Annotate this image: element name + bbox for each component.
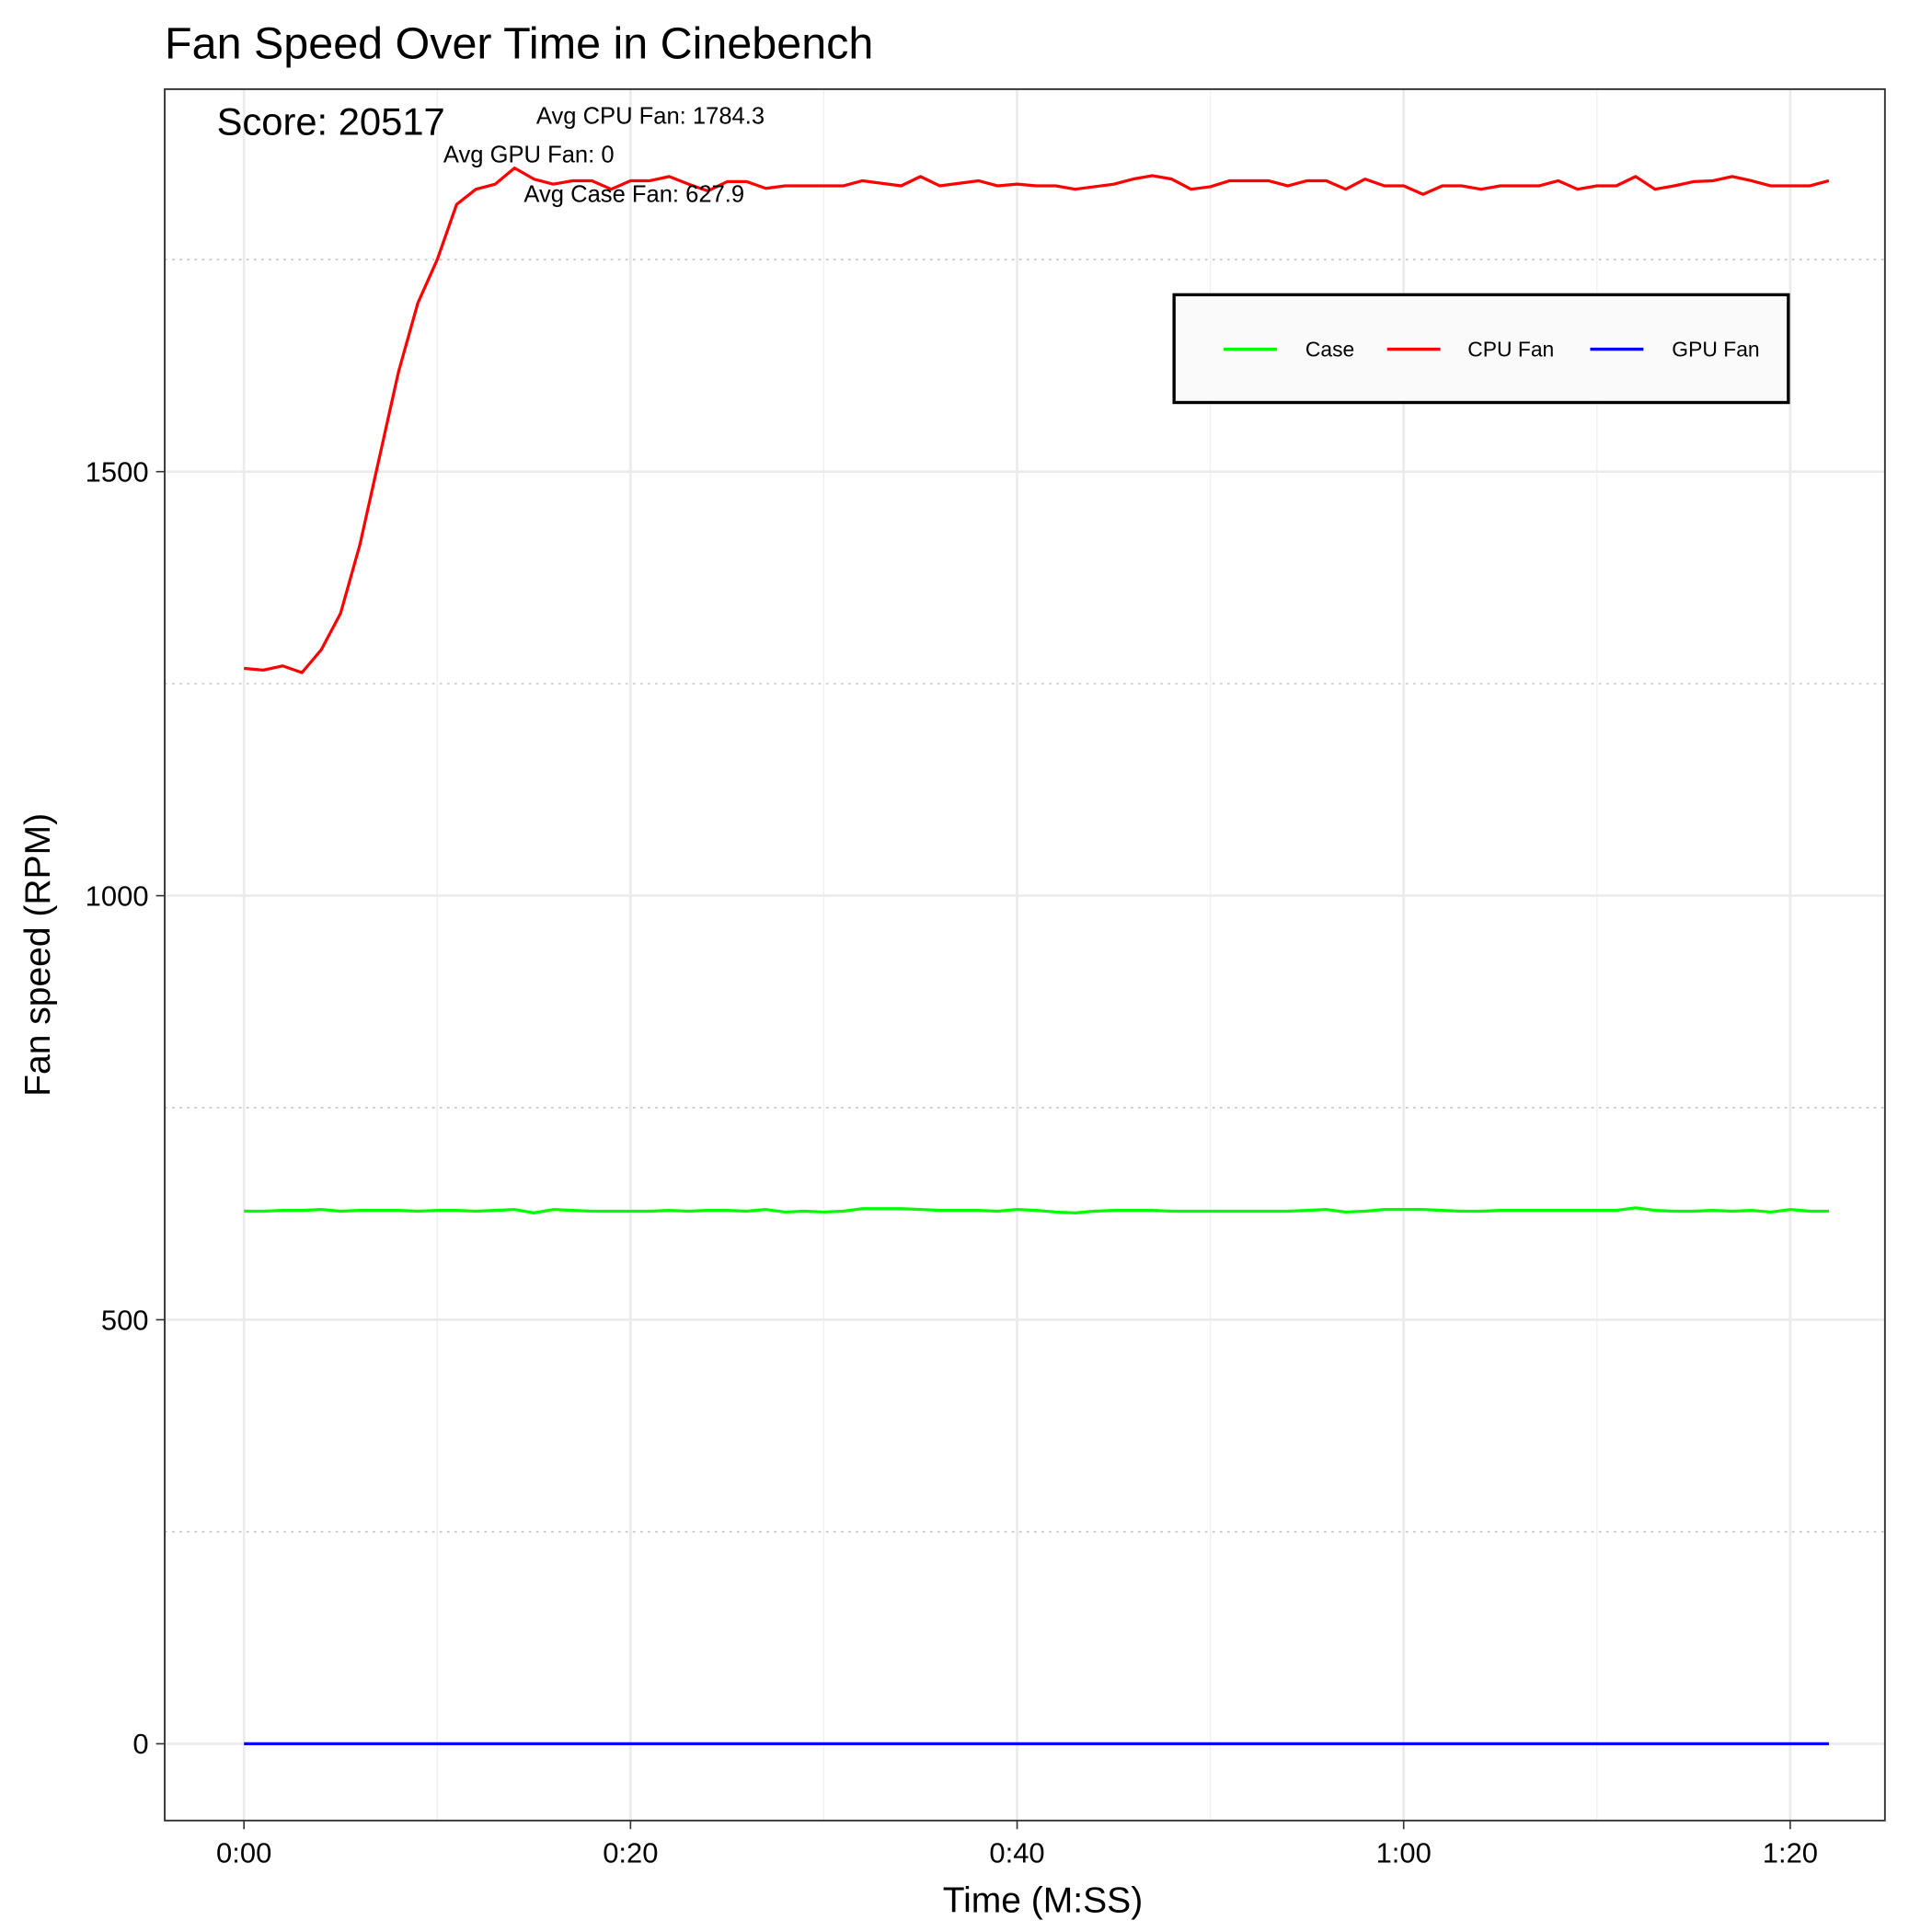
x-axis-label: Time (M:SS) — [943, 1880, 1143, 1920]
chart-title: Fan Speed Over Time in Cinebench — [165, 18, 873, 68]
x-tick-label: 0:00 — [216, 1837, 271, 1869]
legend-label: GPU Fan — [1672, 338, 1759, 362]
annotation: Avg Case Fan: 627.9 — [523, 181, 744, 207]
y-tick-label: 1000 — [86, 880, 149, 912]
y-axis-label: Fan speed (RPM) — [18, 813, 58, 1097]
y-tick-label: 1500 — [86, 455, 149, 488]
x-tick-label: 0:20 — [603, 1837, 658, 1869]
legend-label: CPU Fan — [1467, 338, 1554, 362]
x-tick-label: 1:00 — [1376, 1837, 1432, 1869]
x-tick-label: 1:20 — [1763, 1837, 1818, 1869]
series-line — [244, 1206, 1829, 1214]
x-tick-label: 0:40 — [989, 1837, 1044, 1869]
y-tick-label: 0 — [132, 1728, 148, 1760]
y-tick-label: 500 — [101, 1304, 149, 1336]
legend-label: Case — [1305, 338, 1354, 362]
plot-border — [164, 87, 1886, 1822]
annotation: Avg GPU Fan: 0 — [443, 142, 615, 167]
annotation: Avg CPU Fan: 1784.3 — [536, 104, 765, 130]
annotation: Score: 20517 — [217, 100, 445, 144]
series-line — [244, 167, 1830, 674]
legend: Case CPU Fan GPU Fan — [1172, 293, 1790, 405]
